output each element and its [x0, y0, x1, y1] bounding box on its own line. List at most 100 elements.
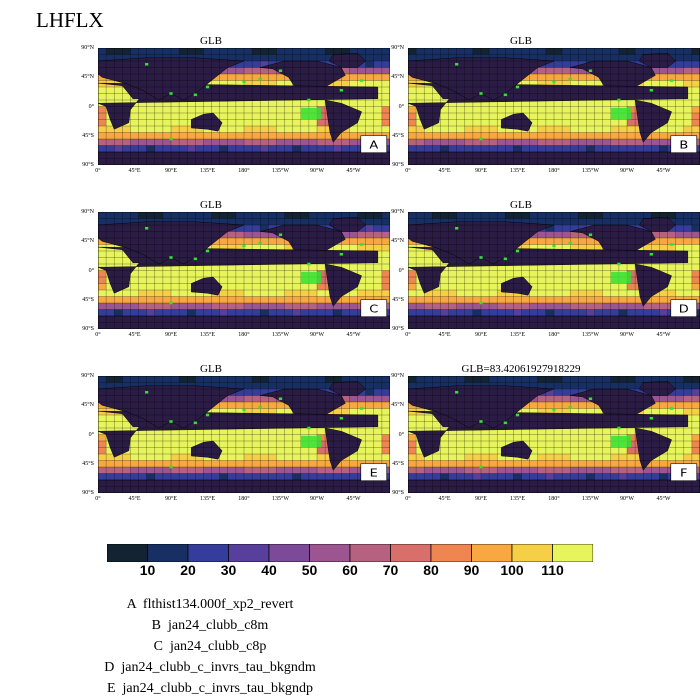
heatmap-cell [691, 212, 700, 219]
heatmap-cell [244, 382, 253, 390]
heatmap-cell [448, 139, 457, 146]
heatmap-cell [98, 454, 107, 461]
heatmap-cell [586, 270, 595, 278]
heatmap-cell [171, 139, 180, 146]
heatmap-cell [513, 376, 522, 383]
heatmap-cell [554, 283, 563, 291]
heatmap-cell [627, 145, 636, 153]
heatmap-cell [537, 454, 547, 461]
heatmap-cell [284, 80, 293, 88]
heatmap-cell [130, 434, 139, 442]
heatmap-cell [349, 231, 358, 239]
heatmap-cell [578, 303, 587, 310]
heatmap-cell [106, 376, 115, 383]
highlight-region [610, 271, 632, 284]
heatmap-cell [146, 100, 156, 107]
heatmap-cell [268, 238, 277, 245]
heatmap-cell [365, 244, 375, 252]
station-marker [193, 93, 197, 97]
heatmap-cell [586, 74, 595, 81]
heatmap-cell [122, 303, 131, 310]
heatmap-cell [381, 421, 390, 429]
heatmap-cell [602, 303, 612, 310]
heatmap-cell [114, 415, 123, 422]
station-marker [169, 256, 173, 259]
heatmap-cell [325, 212, 334, 219]
heatmap-cell [635, 218, 644, 226]
heatmap-cell [472, 303, 482, 310]
panel-label: C [369, 303, 378, 315]
station-marker [588, 69, 593, 73]
main-title: LHFLX [36, 8, 104, 32]
heatmap-cell [432, 303, 441, 310]
heatmap-cell [219, 473, 229, 481]
heatmap-cell [171, 473, 180, 481]
heatmap-cell [179, 467, 188, 474]
heatmap-cell [521, 434, 530, 442]
heatmap-cell [300, 126, 310, 133]
heatmap-cell [562, 382, 571, 390]
heatmap-cell [610, 212, 620, 219]
colorbar-swatch [471, 544, 513, 562]
heatmap-cell [114, 296, 123, 304]
heatmap-cell [381, 231, 390, 239]
heatmap-cell [472, 139, 482, 146]
heatmap-cell [675, 290, 685, 297]
heatmap-cell [373, 80, 383, 88]
heatmap-cell [627, 473, 636, 481]
heatmap-cell [308, 428, 318, 435]
heatmap-cell [408, 290, 417, 297]
heatmap-cell [276, 238, 285, 245]
heatmap-cell [472, 473, 482, 481]
lon-tick-label: 45°E [128, 168, 141, 174]
colorbar-swatch [390, 544, 432, 562]
heatmap-cell [341, 473, 350, 481]
station-marker [258, 241, 262, 245]
heatmap-cell [333, 467, 342, 474]
heatmap-cell [373, 126, 383, 133]
heatmap-cell [114, 382, 123, 390]
heatmap-cell [610, 145, 620, 153]
heatmap-cell [481, 113, 490, 120]
heatmap-cell [235, 376, 245, 383]
heatmap-cell [98, 277, 107, 284]
heatmap-cell [570, 67, 579, 75]
heatmap-cell [537, 218, 547, 226]
heatmap-cell [244, 376, 253, 383]
heatmap-cell [227, 441, 237, 448]
heatmap-cell [235, 74, 245, 81]
heatmap-cell [130, 270, 139, 278]
heatmap-cell [521, 48, 530, 55]
heatmap-cell [562, 80, 571, 88]
heatmap-cell [349, 303, 358, 310]
heatmap-cell [130, 447, 139, 455]
heatmap-cell [317, 382, 326, 390]
heatmap-cell [349, 454, 358, 461]
heatmap-cell [252, 473, 261, 481]
legend-entry: D jan24_clubb_c_invrs_tau_bkgndm [0, 660, 560, 676]
heatmap-cell [602, 126, 612, 133]
heatmap-cell [635, 139, 644, 146]
heatmap-cell [146, 283, 156, 291]
heatmap-cell [138, 290, 147, 297]
heatmap-cell [357, 80, 366, 88]
heatmap-cell [586, 277, 595, 284]
heatmap-cell [594, 145, 603, 153]
heatmap-cell [219, 132, 229, 140]
heatmap-cell [381, 264, 390, 271]
heatmap-cell [308, 100, 318, 107]
heatmap-cell [179, 303, 188, 310]
heatmap-cell [448, 441, 457, 448]
heatmap-cell [244, 126, 253, 133]
heatmap-cell [365, 395, 375, 403]
heatmap-cell [114, 454, 123, 461]
station-marker [205, 413, 210, 417]
heatmap-cell [179, 296, 188, 304]
heatmap-cell [203, 54, 212, 62]
heatmap-cell [683, 218, 693, 226]
heatmap-cell [562, 119, 571, 127]
heatmap-cell [570, 218, 579, 226]
heatmap-cell [227, 74, 237, 81]
heatmap-cell [537, 238, 547, 245]
heatmap-cell [317, 454, 326, 461]
